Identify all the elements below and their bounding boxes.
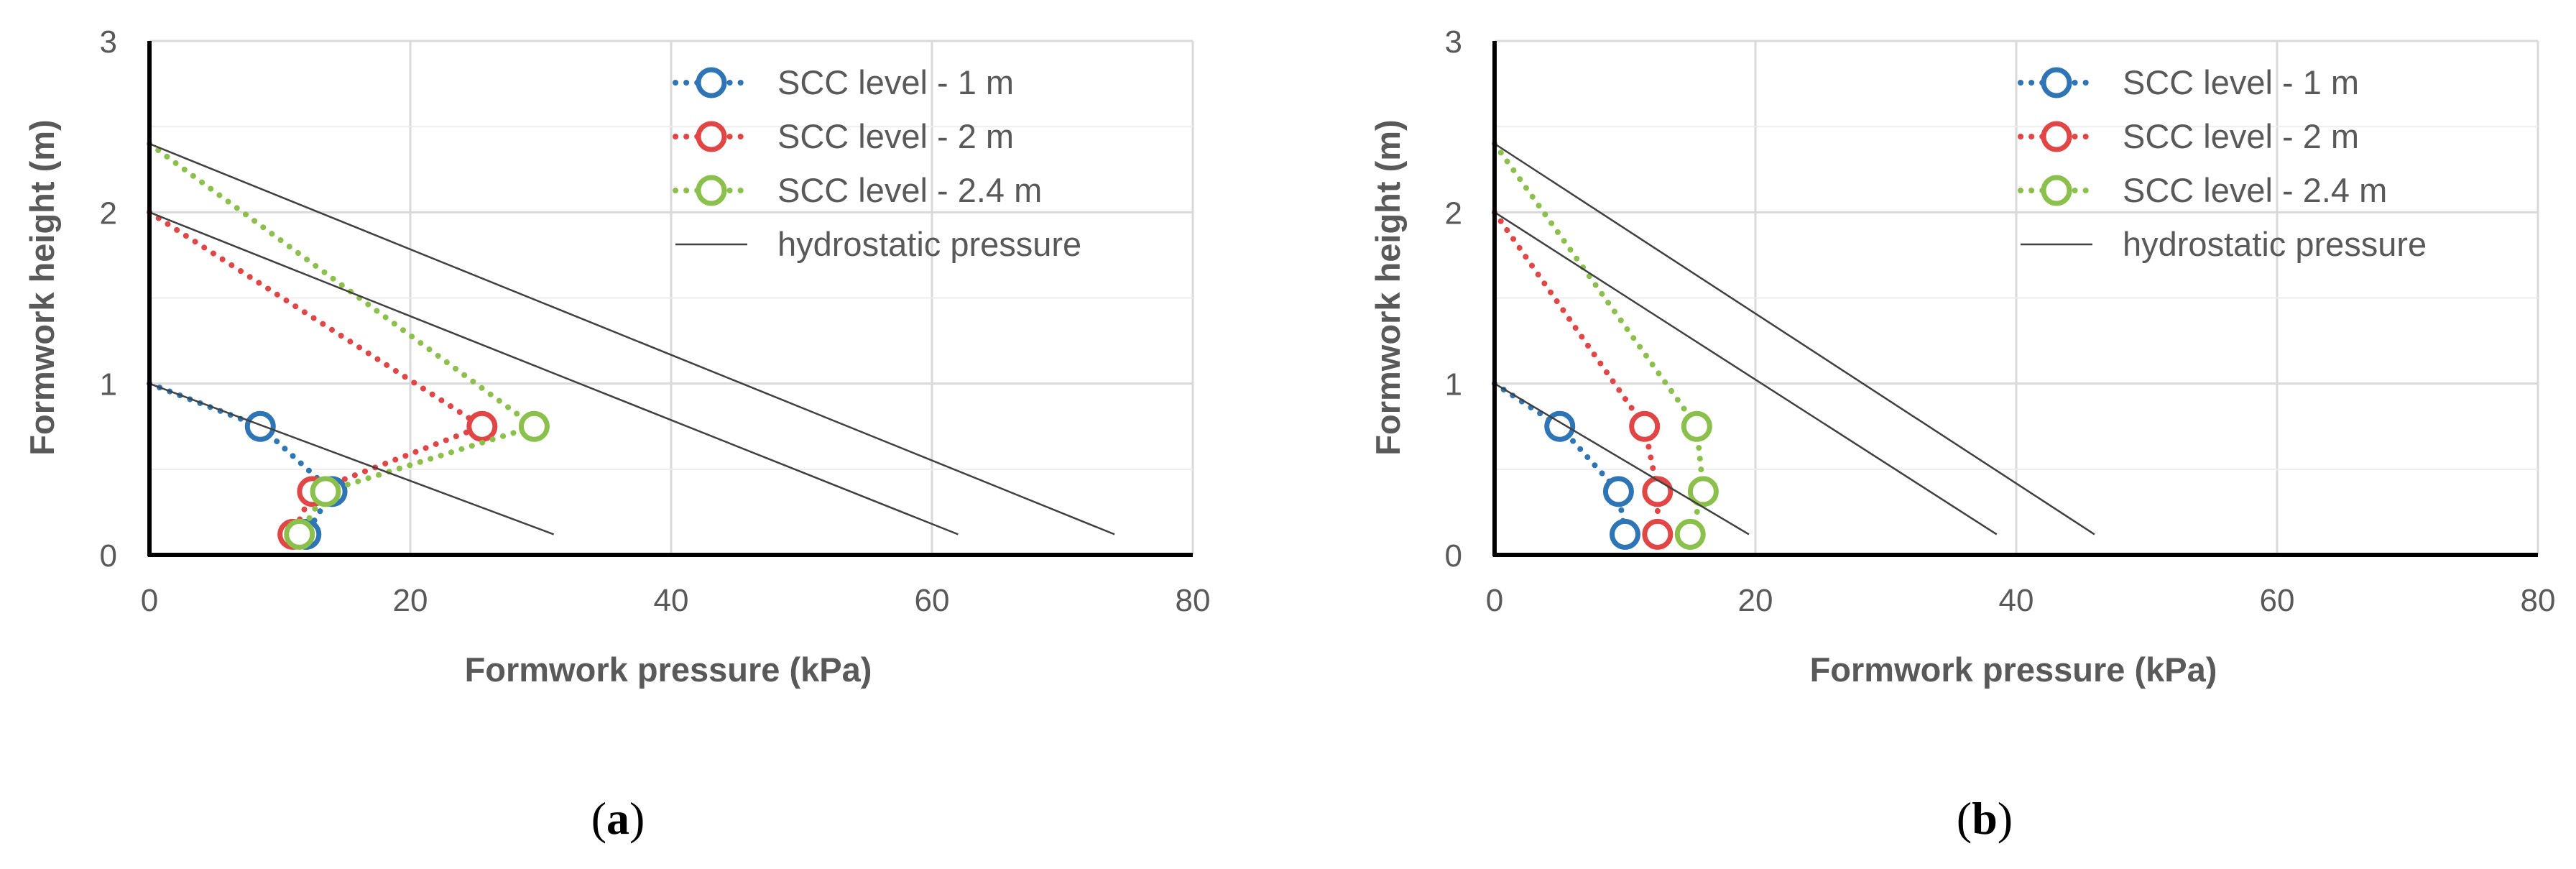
chart-panel-a: 0 20 40 60 80 0 1 2 3 Formwork pressure (kPa) Fo…	[23, 24, 1210, 689]
data-point	[1642, 476, 1674, 507]
hydrostatic-line	[149, 142, 1115, 535]
legend-label: hydrostatic pressure	[777, 225, 1081, 263]
hydrostatic-line	[1494, 142, 2095, 535]
legend-label: SCC level - 1 m	[2123, 63, 2359, 101]
data-point	[1681, 410, 1712, 442]
data-point	[1610, 518, 1640, 550]
series-dotted-line	[147, 141, 541, 538]
x-tick-label: 0	[1486, 583, 1503, 618]
legend-marker	[696, 67, 727, 98]
data-point	[466, 410, 498, 442]
hydrostatic-line	[149, 382, 555, 535]
y-tick-label: 0	[1445, 538, 1462, 574]
series-dotted-line	[1492, 209, 1661, 538]
data-point	[1687, 476, 1719, 507]
legend-label: SCC level - 2 m	[2123, 117, 2359, 155]
legend-label: SCC level - 2.4 m	[777, 171, 1042, 209]
hydrostatic-line	[149, 211, 959, 535]
y-tick-label: 1	[1445, 367, 1462, 403]
panel-caption-b-letter: b	[1972, 793, 1998, 844]
y-axis-title: Formwork height (m)	[23, 119, 61, 455]
data-point	[1602, 476, 1634, 507]
legend-label: SCC level - 1 m	[777, 63, 1014, 101]
series-dotted-line	[147, 380, 336, 538]
data-point	[244, 410, 276, 442]
x-tick-label: 20	[1738, 583, 1773, 618]
legend-marker	[696, 175, 727, 206]
data-point	[1544, 410, 1576, 442]
legend-label: hydrostatic pressure	[2123, 225, 2427, 263]
panel-caption-a: (a)	[591, 793, 645, 844]
series-dotted-line	[1492, 380, 1628, 538]
legend-label: SCC level - 2 m	[777, 117, 1014, 155]
data-point	[284, 518, 315, 550]
data-point	[518, 410, 550, 442]
hydrostatic-line	[1494, 382, 1750, 535]
panel-caption-b: (b)	[1957, 793, 2013, 844]
x-tick-label: 0	[141, 583, 158, 618]
x-tick-label: 40	[1999, 583, 2034, 618]
legend-marker	[2041, 121, 2072, 152]
x-tick-label: 20	[393, 583, 428, 618]
panel-caption-a-letter: a	[606, 793, 629, 844]
series-dotted-line	[1492, 141, 1707, 538]
series-layer	[1492, 141, 2095, 550]
y-tick-label: 2	[1445, 196, 1462, 231]
x-axis-title: Formwork pressure (kPa)	[465, 650, 872, 689]
grid-lines	[1495, 40, 2539, 555]
data-point	[1674, 518, 1706, 550]
y-axis-title: Formwork height (m)	[1369, 119, 1407, 455]
tick-labels: 0 20 40 60 80 0 1 2 3	[100, 24, 1211, 618]
legend: SCC level - 1 m SCC level - 2 m SCC level …	[2018, 63, 2427, 263]
x-tick-label: 60	[2260, 583, 2295, 618]
legend-marker	[696, 121, 727, 152]
grid-lines	[149, 40, 1194, 555]
y-tick-label: 2	[100, 196, 117, 231]
legend-marker	[2041, 175, 2072, 206]
y-tick-label: 0	[100, 538, 117, 574]
data-point	[1629, 410, 1661, 442]
x-tick-label: 40	[654, 583, 689, 618]
legend-marker	[2041, 67, 2072, 98]
x-axis-title: Formwork pressure (kPa)	[1810, 650, 2217, 689]
y-tick-label: 3	[1445, 24, 1462, 60]
tick-labels: 0 20 40 60 80 0 1 2 3	[1445, 24, 2556, 618]
axes	[1492, 41, 2538, 557]
series-dotted-line	[147, 209, 489, 538]
axes	[147, 41, 1193, 557]
data-point	[310, 476, 341, 507]
x-tick-label: 60	[915, 583, 950, 618]
legend: SCC level - 1 m SCC level - 2 m SCC level …	[673, 63, 1081, 263]
hydrostatic-line	[1494, 211, 1998, 535]
y-tick-label: 1	[100, 367, 117, 403]
series-layer	[147, 141, 1115, 550]
chart-panel-b: 0 20 40 60 80 0 1 2 3 Formwork pressure (kPa) Fo…	[1369, 24, 2555, 689]
x-tick-label: 80	[1176, 583, 1211, 618]
x-tick-label: 80	[2521, 583, 2556, 618]
y-tick-label: 3	[100, 24, 117, 60]
legend-label: SCC level - 2.4 m	[2123, 171, 2387, 209]
data-point	[1642, 518, 1674, 550]
